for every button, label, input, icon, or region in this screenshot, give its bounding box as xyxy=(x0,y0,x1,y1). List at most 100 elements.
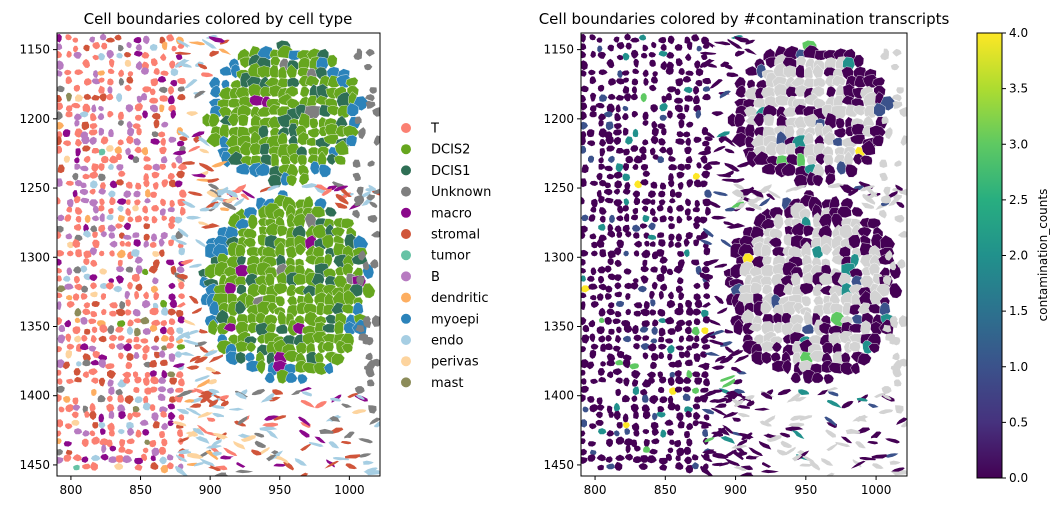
cell-boundary xyxy=(159,36,166,44)
cell-boundary xyxy=(83,258,90,266)
cell-boundary xyxy=(667,328,676,335)
cell-boundary xyxy=(186,365,200,370)
cell-boundary xyxy=(640,343,650,351)
cell-boundary xyxy=(357,250,366,261)
cell-boundary xyxy=(89,36,95,43)
cell-boundary xyxy=(178,130,190,139)
cell-boundary xyxy=(581,164,589,174)
cell-boundary xyxy=(744,123,756,139)
cell-boundary xyxy=(796,152,806,168)
cell-boundary xyxy=(100,293,106,300)
cell-boundary xyxy=(141,147,148,156)
cell-boundary xyxy=(747,202,762,211)
cell-boundary xyxy=(824,57,837,71)
cell-boundary xyxy=(330,397,342,402)
cell-boundary xyxy=(123,222,131,231)
cell-boundary xyxy=(132,123,141,129)
cell-boundary xyxy=(660,283,668,292)
cell-boundary xyxy=(297,112,311,130)
cell-boundary xyxy=(235,264,251,278)
cell-boundary xyxy=(589,111,597,118)
cell-boundary xyxy=(600,361,607,367)
cell-boundary xyxy=(64,214,72,222)
cell-boundary xyxy=(617,70,623,78)
cell-boundary xyxy=(669,387,677,395)
cell-boundary xyxy=(779,432,791,438)
cell-boundary xyxy=(346,102,360,117)
cell-boundary xyxy=(265,430,279,439)
cell-boundary xyxy=(142,205,148,214)
cell-boundary xyxy=(615,436,625,445)
cell-boundary xyxy=(853,54,865,68)
cell-boundary xyxy=(895,184,903,191)
cell-boundary xyxy=(251,449,262,456)
cell-boundary xyxy=(75,215,82,223)
cell-boundary xyxy=(631,395,638,403)
cell-boundary xyxy=(178,227,189,238)
cell-boundary xyxy=(719,90,732,99)
cell-boundary xyxy=(176,140,185,147)
cell-boundary xyxy=(57,164,65,174)
cell-boundary xyxy=(694,60,701,69)
cell-boundary xyxy=(582,406,589,413)
cell-boundary xyxy=(640,153,647,161)
cell-boundary xyxy=(721,378,736,388)
cell-boundary xyxy=(631,78,639,86)
cell-boundary xyxy=(253,432,265,438)
cell-boundary xyxy=(761,462,772,468)
cell-boundary xyxy=(651,120,658,129)
cell-boundary xyxy=(65,233,73,240)
cell-boundary xyxy=(73,266,82,274)
cell-boundary xyxy=(356,453,372,458)
cell-boundary xyxy=(766,189,781,199)
cell-boundary xyxy=(839,185,852,195)
cell-boundary xyxy=(641,394,649,403)
cell-boundary xyxy=(57,292,63,299)
cell-boundary xyxy=(647,377,655,384)
cell-boundary xyxy=(127,127,135,137)
cell-boundary xyxy=(345,463,358,470)
cell-boundary xyxy=(632,163,639,170)
cell-boundary xyxy=(126,41,132,49)
cell-boundary xyxy=(191,131,205,138)
cell-boundary xyxy=(826,443,838,452)
cell-boundary xyxy=(692,403,700,410)
cell-boundary xyxy=(675,462,684,470)
cell-boundary xyxy=(166,454,174,461)
cell-boundary xyxy=(255,359,266,375)
cell-boundary xyxy=(811,64,824,80)
cell-boundary xyxy=(99,33,107,41)
cell-boundary xyxy=(676,204,684,212)
cell-boundary xyxy=(365,48,375,57)
cell-boundary xyxy=(159,104,165,113)
cell-boundary xyxy=(824,172,836,186)
cell-boundary xyxy=(57,334,66,344)
cell-boundary xyxy=(666,147,673,156)
legend-item: DCIS1 xyxy=(401,164,470,179)
cell-boundary xyxy=(57,111,63,121)
cell-boundary xyxy=(172,363,185,369)
cell-boundary xyxy=(344,454,360,459)
cell-boundary xyxy=(144,198,151,204)
cell-boundary xyxy=(835,441,851,448)
cell-boundary xyxy=(883,453,899,458)
cell-boundary xyxy=(224,282,237,296)
cell-boundary xyxy=(625,231,632,238)
cell-boundary xyxy=(188,295,199,304)
cell-boundary xyxy=(589,449,597,456)
cell-boundary xyxy=(118,214,125,222)
cell-boundary xyxy=(719,356,734,364)
cell-boundary xyxy=(344,431,355,439)
cell-boundary xyxy=(684,431,690,439)
cell-boundary xyxy=(160,465,168,474)
cell-boundary xyxy=(150,462,159,470)
cell-boundary xyxy=(691,259,700,266)
cell-boundary xyxy=(724,162,740,172)
cell-boundary xyxy=(368,405,377,414)
cell-boundary xyxy=(65,350,72,359)
cell-boundary xyxy=(170,68,179,77)
cell-boundary xyxy=(183,319,196,326)
cell-boundary xyxy=(850,460,866,469)
cell-boundary xyxy=(586,129,595,138)
cell-boundary xyxy=(630,145,639,152)
